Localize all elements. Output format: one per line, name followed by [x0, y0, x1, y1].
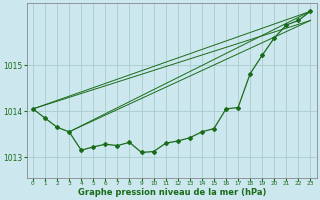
- X-axis label: Graphe pression niveau de la mer (hPa): Graphe pression niveau de la mer (hPa): [77, 188, 266, 197]
